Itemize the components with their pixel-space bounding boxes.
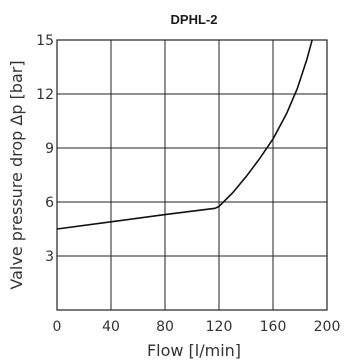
y-tick-label: 3 xyxy=(45,249,54,265)
series-line xyxy=(56,39,313,230)
x-tick-label: 80 xyxy=(156,319,174,335)
y-tick-label: 15 xyxy=(36,33,54,49)
x-tick-label: 200 xyxy=(314,319,341,335)
grid xyxy=(57,40,327,310)
x-tick-labels: 0 40 80 120 160 200 xyxy=(53,319,341,335)
x-tick-label: 120 xyxy=(206,319,233,335)
x-tick-label: 40 xyxy=(102,319,120,335)
chart-title: DPHL-2 xyxy=(171,12,218,27)
x-tick-label: 0 xyxy=(53,319,62,335)
y-axis-label: Valve pressure drop Δp [bar] xyxy=(7,60,26,289)
x-axis-label: Flow [l/min] xyxy=(147,341,241,360)
y-tick-label: 12 xyxy=(36,87,54,103)
x-tick-label: 160 xyxy=(260,319,287,335)
y-tick-label: 9 xyxy=(45,141,54,157)
y-tick-labels: 3 6 9 12 15 xyxy=(36,33,54,265)
y-tick-label: 6 xyxy=(45,195,54,211)
plot-frame xyxy=(56,39,328,311)
series-layer xyxy=(56,39,313,230)
